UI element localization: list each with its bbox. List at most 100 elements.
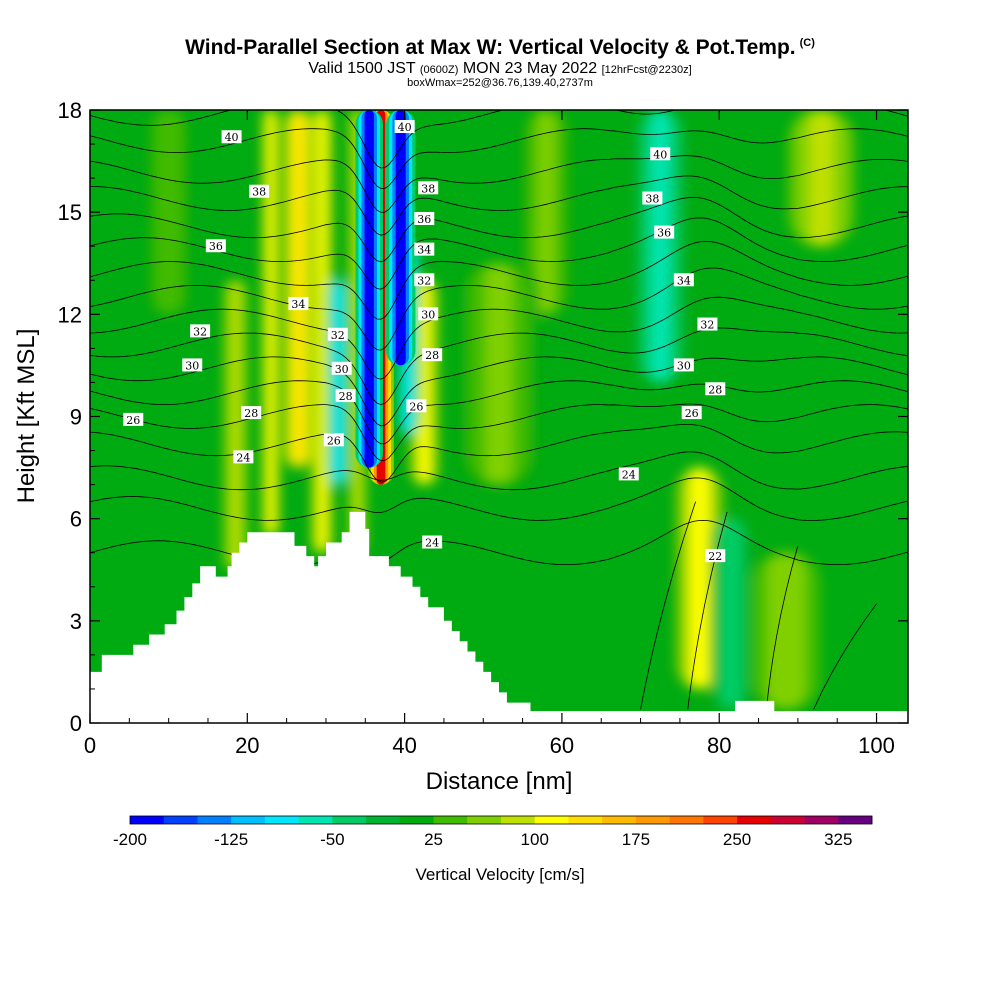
velocity-cell [809,110,834,247]
theta-contour-label: 30 [673,358,694,372]
colorbar-swatch [804,816,839,824]
theta-contour-label: 34 [288,297,309,311]
field-core-features [355,110,416,485]
colorbar-swatch [467,816,502,824]
contour-label-box [394,120,415,134]
theta-contour-label: 26 [323,433,344,447]
x-tick-label: 20 [235,733,259,758]
theta-contour-label: 28 [422,348,443,362]
contour-label-text: 28 [425,349,439,362]
contour-label-box [654,225,675,239]
theta-contour-label: 40 [221,130,242,144]
contour-label-box [422,535,443,549]
contour-label-box [705,549,726,563]
velocity-cell [231,280,240,570]
contour-label-text: 30 [421,308,435,321]
colorbar-swatch [433,816,468,824]
theta-contour-line [90,267,908,351]
velocity-cell [161,110,176,315]
theta-contour-label: 22 [705,549,726,563]
theta-contour-line [90,175,908,236]
y-tick-label: 15 [58,200,82,225]
theta-contour-label: 34 [414,242,435,257]
contour-label-text: 32 [700,319,714,332]
colorbar-swatch [298,816,333,824]
theta-contour-label: 32 [190,324,211,338]
colorbar-tick-label: -125 [214,830,248,849]
velocity-cell [724,518,738,710]
contour-label-box [414,211,435,225]
contour-label-text: 32 [331,329,345,342]
velocity-cell [537,110,555,315]
colorbar-tick-label: 25 [424,830,443,849]
contour-label-text: 40 [398,121,412,134]
velocity-cell [418,280,430,485]
contour-label-text: 24 [622,468,636,481]
y-axis-label: Height [Kft MSL] [13,329,40,504]
contour-label-box [418,181,439,195]
theta-contour-line [90,128,908,190]
theta-contour-line [90,197,908,263]
contour-label-box [190,324,211,338]
velocity-cell [651,110,669,383]
contour-label-text: 34 [417,244,431,257]
theta-contour-label: 32 [697,317,718,332]
theta-contour-line [90,356,908,427]
y-tick-label: 3 [70,609,82,634]
theta-contour-label: 24 [618,467,639,481]
contour-label-box [288,297,309,311]
contour-label-text: 32 [193,325,207,338]
colorbar-frame [129,815,873,825]
theta-contour-label: 28 [335,389,356,403]
velocity-cell [267,110,275,536]
contour-label-box [673,273,694,287]
theta-contour-line [90,477,908,521]
contour-label-text: 30 [335,363,349,376]
colorbar-swatch [366,816,401,824]
velocity-cell [318,110,327,553]
theta-contour-label: 24 [422,535,443,550]
colorbar-tick-label: 250 [723,830,751,849]
colorbar-swatch [635,816,670,824]
theta-contour-line [90,519,908,565]
contour-label-text: 36 [209,240,223,253]
contour-label-text: 36 [417,213,431,226]
contour-label-box [414,273,435,287]
colorbar-swatch [501,816,536,824]
contour-label-box [618,467,639,481]
contour-label-box [650,147,671,161]
contour-label-box [681,406,702,420]
theta-contour-label: 28 [241,406,262,420]
colorbar-tick-label: -200 [113,830,147,849]
colorbar-tick-label: 325 [824,830,852,849]
theta-contour-line [90,240,908,320]
theta-contour-label: 38 [249,184,270,199]
copyright-mark: (C) [799,37,815,49]
contour-label-box [406,399,427,413]
theta-contour-line [90,380,908,445]
contour-label-box [414,242,435,256]
contour-label-text: 28 [244,407,258,420]
colorbar-swatch [231,816,266,824]
contour-label-text: 28 [708,383,722,396]
theta-contour-line [90,403,908,462]
theta-contour-label: 30 [182,358,203,372]
contour-label-text: 40 [653,148,667,161]
colorbar-swatch [703,816,738,824]
velocity-cell [690,467,709,689]
y-tick-label: 9 [70,405,82,430]
terrain-mask [90,511,908,723]
colorbar-swatch [264,816,299,824]
colorbar-swatch [399,816,434,824]
contour-label-text: 34 [291,298,305,311]
theta-contour-line [90,327,908,406]
contour-label-box [327,327,348,341]
theta-contour-line [813,603,877,710]
contour-label-box [182,358,203,372]
y-tick-label: 18 [58,98,82,123]
chart-valid-time: Valid 1500 JST (0600Z) MON 23 May 2022 [… [0,60,1000,78]
theta-contours [90,110,908,710]
contour-label-box [642,191,663,205]
colorbar: -200 -125 -50 25 100 175 250 325 [113,815,873,849]
